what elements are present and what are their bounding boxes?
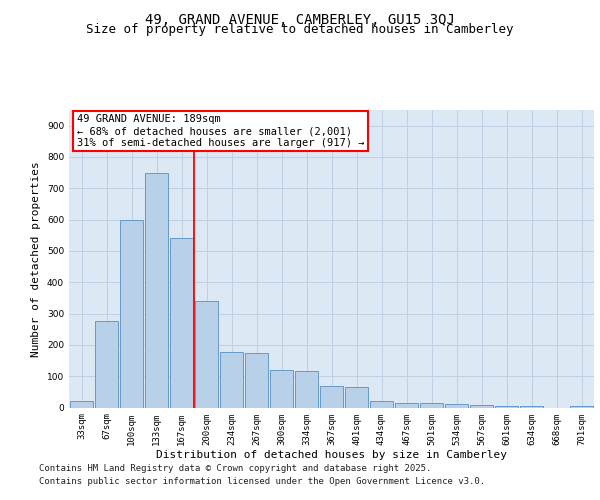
Bar (345, 387, 368, 407)
Bar (295, 370, 318, 408)
Bar (170, 238, 193, 408)
X-axis label: Distribution of detached houses by size in Camberley: Distribution of detached houses by size … (156, 450, 507, 460)
Text: Contains HM Land Registry data © Crown copyright and database right 2025.: Contains HM Land Registry data © Crown c… (39, 464, 431, 473)
Bar (145, 172, 168, 408)
Text: Size of property relative to detached houses in Camberley: Size of property relative to detached ho… (86, 24, 514, 36)
Bar (370, 400, 393, 407)
Bar (270, 370, 293, 408)
Bar (245, 352, 268, 408)
Bar (570, 406, 593, 407)
Bar (320, 386, 343, 407)
Bar (420, 404, 443, 407)
Bar (495, 406, 518, 407)
Bar (95, 322, 118, 408)
Bar (70, 400, 93, 407)
Text: 49, GRAND AVENUE, CAMBERLEY, GU15 3QJ: 49, GRAND AVENUE, CAMBERLEY, GU15 3QJ (145, 12, 455, 26)
Bar (120, 220, 143, 408)
Bar (395, 403, 418, 407)
Bar (195, 301, 218, 408)
Bar (220, 352, 243, 408)
Bar (445, 404, 468, 407)
Bar (520, 406, 543, 407)
Bar (470, 404, 493, 407)
Text: 49 GRAND AVENUE: 189sqm
← 68% of detached houses are smaller (2,001)
31% of semi: 49 GRAND AVENUE: 189sqm ← 68% of detache… (77, 114, 364, 148)
Y-axis label: Number of detached properties: Number of detached properties (31, 161, 41, 356)
Text: Contains public sector information licensed under the Open Government Licence v3: Contains public sector information licen… (39, 477, 485, 486)
